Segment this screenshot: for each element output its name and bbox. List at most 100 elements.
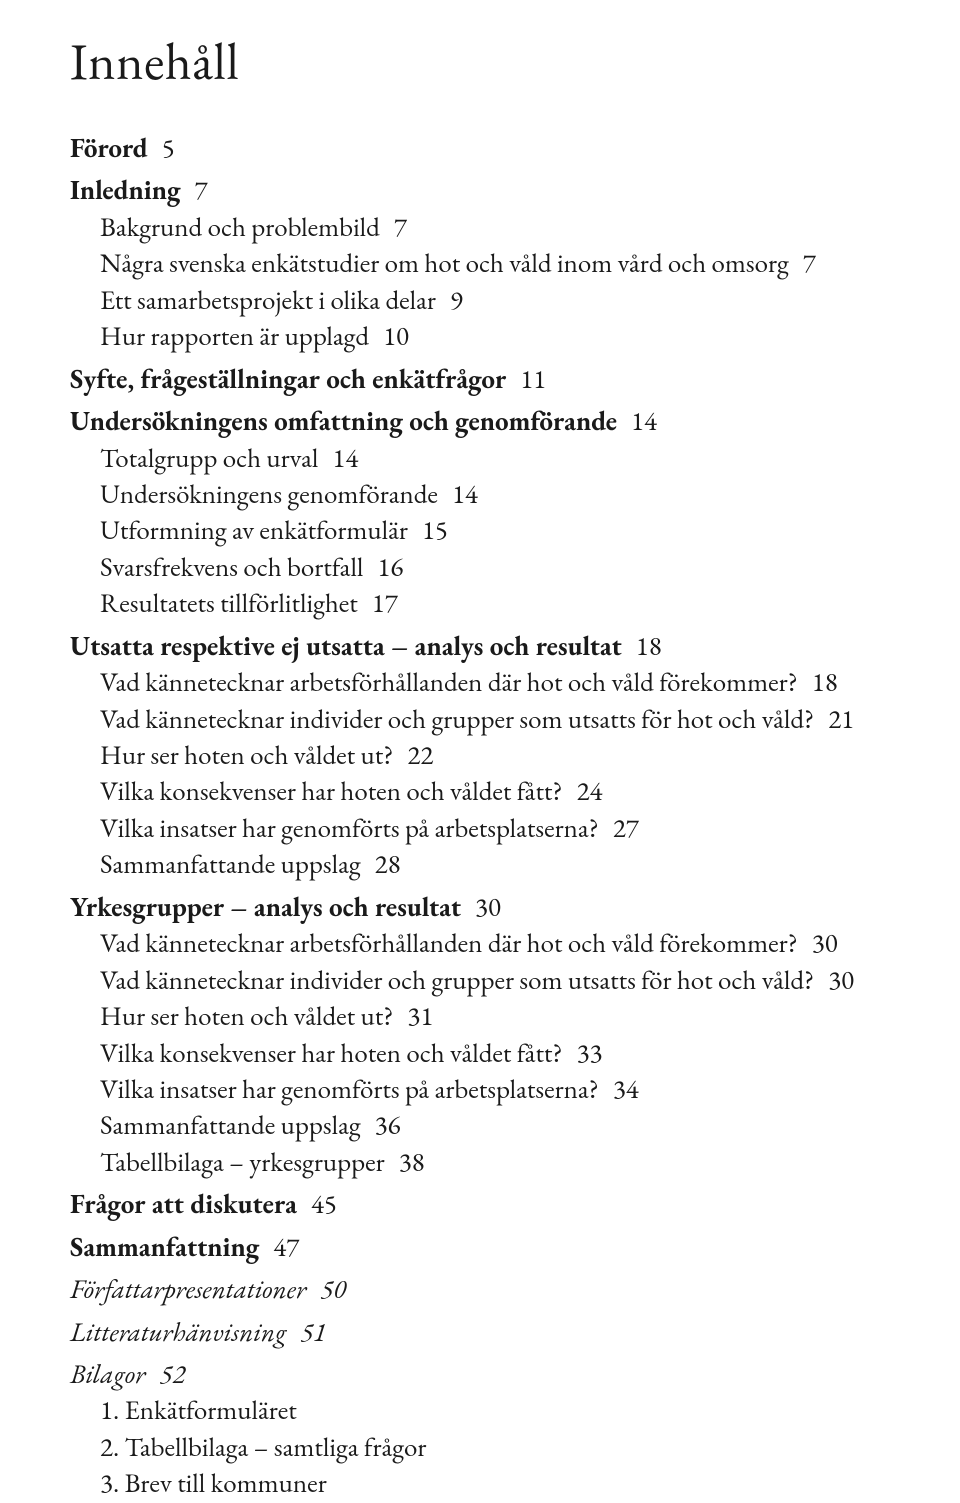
toc-entry-text: Vilka konsekvenser har hoten och våldet … bbox=[100, 1036, 563, 1071]
toc-entry-page: 34 bbox=[613, 1072, 639, 1107]
toc-entry-text: Resultatets tillförlitlighet bbox=[100, 586, 358, 621]
toc-entry-page: 30 bbox=[828, 963, 854, 998]
toc-entry-page: 38 bbox=[399, 1145, 425, 1180]
toc-entry-page: 11 bbox=[520, 362, 546, 397]
toc-entry-text: Syfte, frågeställningar och enkätfrågor bbox=[70, 362, 506, 397]
toc-sub-entry: Svarsfrekvens och bortfall 16 bbox=[100, 550, 890, 586]
toc-sub-entry: Vilka konsekvenser har hoten och våldet … bbox=[100, 774, 890, 810]
toc-entry-text: Undersökningens omfattning och genomföra… bbox=[70, 404, 617, 439]
toc-sub-entry: 2. Tabellbilaga – samtliga frågor bbox=[100, 1430, 890, 1466]
toc-entry-text: Totalgrupp och urval bbox=[100, 441, 318, 476]
toc-entry-page: 5 bbox=[162, 131, 175, 166]
toc-entry-text: Några svenska enkätstudier om hot och vå… bbox=[100, 246, 789, 281]
toc-entry-page: 52 bbox=[159, 1357, 185, 1392]
toc-entry-page: 9 bbox=[450, 283, 463, 318]
toc-entry-page: 21 bbox=[828, 702, 854, 737]
toc-entry-text: Litteraturhänvisning bbox=[70, 1315, 286, 1350]
toc-sub-entry: Undersökningens genomförande 14 bbox=[100, 477, 890, 513]
toc-entry-text: Sammanfattande uppslag bbox=[100, 847, 361, 882]
toc-entry-text: Utsatta respektive ej utsatta – analys o… bbox=[70, 629, 622, 664]
toc-sub-entry: Vilka insatser har genomförts på arbetsp… bbox=[100, 811, 890, 847]
toc-sub-entry: Vad kännetecknar arbetsförhållanden där … bbox=[100, 926, 890, 962]
toc-entry-page: 50 bbox=[320, 1272, 346, 1307]
toc-section-entry: Yrkesgrupper – analys och resultat 30 bbox=[70, 890, 890, 926]
toc-entry-text: Sammanfattning bbox=[70, 1230, 259, 1265]
toc-entry-text: Vilka insatser har genomförts på arbetsp… bbox=[100, 1072, 599, 1107]
toc-entry-page: 45 bbox=[311, 1187, 337, 1222]
toc-section-entry: Författarpresentationer 50 bbox=[70, 1272, 890, 1308]
toc-entry-page: 22 bbox=[407, 738, 433, 773]
toc-sub-entry: Utformning av enkätformulär 15 bbox=[100, 513, 890, 549]
toc-entry-page: 36 bbox=[375, 1108, 401, 1143]
table-of-contents: Förord5Inledning7Bakgrund och problembil… bbox=[70, 131, 890, 1503]
toc-sub-entry: Bakgrund och problembild 7 bbox=[100, 210, 890, 246]
toc-section-entry: Undersökningens omfattning och genomföra… bbox=[70, 404, 890, 440]
toc-sub-entry: Tabellbilaga – yrkesgrupper 38 bbox=[100, 1145, 890, 1181]
toc-sub-entry: Resultatets tillförlitlighet 17 bbox=[100, 586, 890, 622]
page-title: Innehåll bbox=[70, 28, 890, 95]
toc-entry-text: 2. Tabellbilaga – samtliga frågor bbox=[100, 1430, 426, 1465]
toc-section-entry: Syfte, frågeställningar och enkätfrågor 1… bbox=[70, 362, 890, 398]
toc-entry-page: 17 bbox=[372, 586, 398, 621]
toc-entry-page: 33 bbox=[577, 1036, 603, 1071]
toc-entry-page: 10 bbox=[383, 319, 409, 354]
toc-entry-text: Vad kännetecknar individer och grupper s… bbox=[100, 963, 814, 998]
toc-sub-entry: 3. Brev till kommuner bbox=[100, 1466, 890, 1502]
toc-entry-text: Bakgrund och problembild bbox=[100, 210, 380, 245]
toc-entry-text: Yrkesgrupper – analys och resultat bbox=[70, 890, 461, 925]
toc-sub-entry: Hur ser hoten och våldet ut? 22 bbox=[100, 738, 890, 774]
toc-sub-entry: Sammanfattande uppslag 28 bbox=[100, 847, 890, 883]
toc-sub-entry: Vad kännetecknar individer och grupper s… bbox=[100, 963, 890, 999]
toc-entry-page: 14 bbox=[452, 477, 478, 512]
toc-entry-text: Vad kännetecknar arbetsförhållanden där … bbox=[100, 926, 798, 961]
toc-entry-text: Tabellbilaga – yrkesgrupper bbox=[100, 1145, 385, 1180]
toc-entry-page: 14 bbox=[332, 441, 358, 476]
toc-sub-entry: 1. Enkätformuläret bbox=[100, 1393, 890, 1429]
toc-sub-entry: Vilka insatser har genomförts på arbetsp… bbox=[100, 1072, 890, 1108]
toc-entry-text: Undersökningens genomförande bbox=[100, 477, 438, 512]
toc-section-entry: Utsatta respektive ej utsatta – analys o… bbox=[70, 629, 890, 665]
toc-entry-page: 30 bbox=[812, 926, 838, 961]
toc-entry-text: Hur rapporten är upplagd bbox=[100, 319, 369, 354]
toc-entry-page: 18 bbox=[636, 629, 662, 664]
toc-entry-text: Inledning bbox=[70, 173, 181, 208]
toc-entry-text: 3. Brev till kommuner bbox=[100, 1466, 327, 1501]
toc-section-entry: Förord 5 bbox=[70, 131, 890, 167]
toc-section-entry: Frågor att diskutera45 bbox=[70, 1187, 890, 1223]
toc-entry-page: 7 bbox=[195, 173, 208, 208]
toc-entry-text: Förord bbox=[70, 131, 148, 166]
toc-sub-entry: Några svenska enkätstudier om hot och vå… bbox=[100, 246, 890, 282]
toc-entry-page: 7 bbox=[803, 246, 816, 281]
toc-entry-text: Hur ser hoten och våldet ut? bbox=[100, 738, 393, 773]
toc-entry-text: Vilka konsekvenser har hoten och våldet … bbox=[100, 774, 563, 809]
toc-section-entry: Sammanfattning 47 bbox=[70, 1230, 890, 1266]
toc-section-entry: Bilagor 52 bbox=[70, 1357, 890, 1393]
toc-entry-text: Utformning av enkätformulär bbox=[100, 513, 408, 548]
toc-entry-page: 14 bbox=[631, 404, 657, 439]
toc-sub-entry: Hur ser hoten och våldet ut?31 bbox=[100, 999, 890, 1035]
toc-entry-page: 30 bbox=[475, 890, 501, 925]
toc-entry-page: 16 bbox=[377, 550, 403, 585]
toc-sub-entry: Totalgrupp och urval 14 bbox=[100, 441, 890, 477]
toc-entry-page: 47 bbox=[273, 1230, 299, 1265]
toc-entry-text: 1. Enkätformuläret bbox=[100, 1393, 297, 1428]
toc-entry-text: Vad kännetecknar individer och grupper s… bbox=[100, 702, 814, 737]
toc-sub-entry: Hur rapporten är upplagd 10 bbox=[100, 319, 890, 355]
toc-entry-text: Svarsfrekvens och bortfall bbox=[100, 550, 363, 585]
toc-entry-text: Författarpresentationer bbox=[70, 1272, 306, 1307]
toc-entry-page: 15 bbox=[422, 513, 448, 548]
toc-entry-text: Bilagor bbox=[70, 1357, 145, 1392]
toc-sub-entry: Vad kännetecknar arbetsförhållanden där … bbox=[100, 665, 890, 701]
toc-sub-entry: Vad kännetecknar individer och grupper s… bbox=[100, 702, 890, 738]
toc-entry-text: Hur ser hoten och våldet ut? bbox=[100, 999, 393, 1034]
toc-sub-entry: Vilka konsekvenser har hoten och våldet … bbox=[100, 1036, 890, 1072]
toc-entry-page: 7 bbox=[394, 210, 407, 245]
toc-entry-text: Vilka insatser har genomförts på arbetsp… bbox=[100, 811, 599, 846]
toc-entry-page: 27 bbox=[613, 811, 639, 846]
toc-sub-entry: Ett samarbetsprojekt i olika delar9 bbox=[100, 283, 890, 319]
toc-entry-text: Sammanfattande uppslag bbox=[100, 1108, 361, 1143]
toc-entry-page: 28 bbox=[375, 847, 401, 882]
toc-section-entry: Inledning 7 bbox=[70, 173, 890, 209]
toc-section-entry: Litteraturhänvisning 51 bbox=[70, 1315, 890, 1351]
toc-entry-page: 51 bbox=[300, 1315, 326, 1350]
